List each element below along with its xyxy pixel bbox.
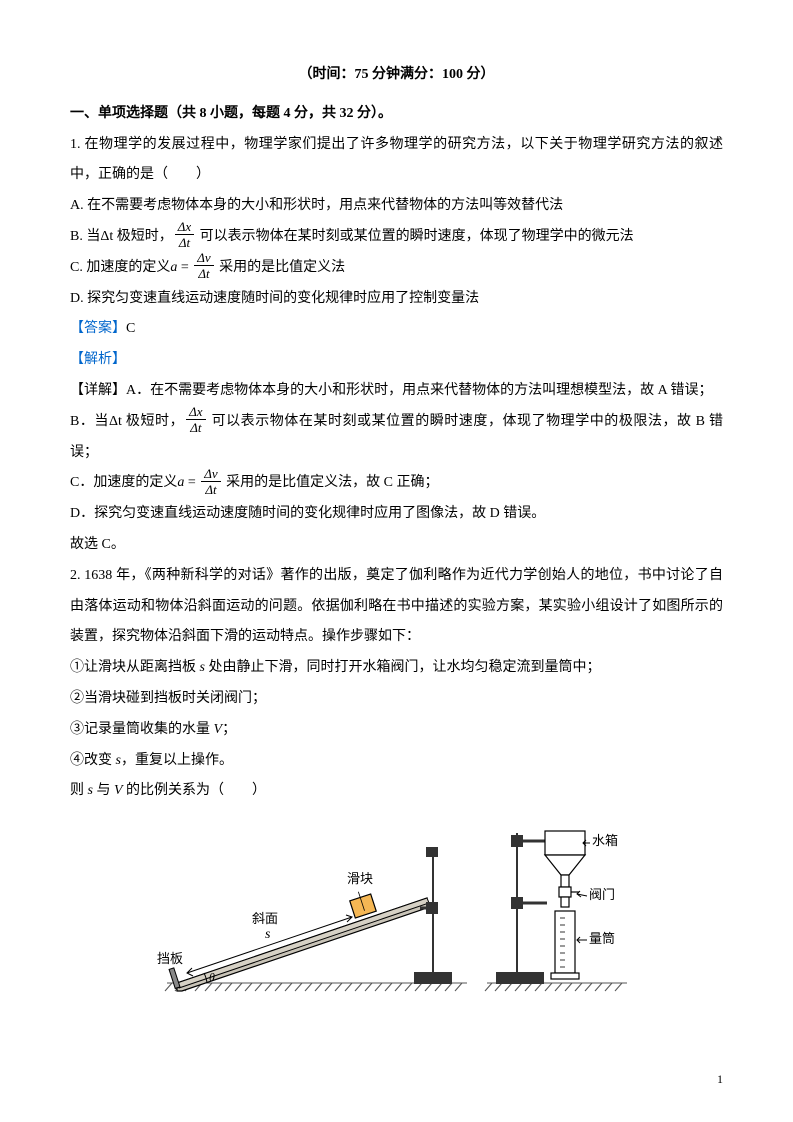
q1db-mid1: 极短时， (122, 414, 184, 429)
cylinder-label: 量筒 (589, 931, 615, 946)
q1dc-pre: C．加速度的定义 (70, 475, 177, 490)
q1-option-b: B. 当Δt 极短时，ΔxΔt 可以表示物体在某时刻或某位置的瞬时速度，体现了物… (70, 222, 723, 253)
left-stand (415, 848, 451, 983)
q1dc-frac: ΔvΔt (201, 467, 220, 496)
q1c-frac: ΔvΔt (194, 251, 213, 280)
q1c-num: Δv (194, 251, 213, 266)
q2-step1: ①让滑块从距离挡板 s 处由静止下滑，同时打开水箱阀门，让水均匀稳定流到量筒中； (70, 653, 723, 684)
q1dc-post: 采用的是比值定义法，故 C 正确； (223, 475, 439, 490)
valve (559, 887, 579, 907)
q1b-pre: B. 当 (70, 229, 100, 244)
q1b-den: Δt (175, 235, 194, 249)
q2-step2: ②当滑块碰到挡板时关闭阀门； (70, 684, 723, 715)
valve-label: 阀门 (589, 887, 615, 902)
q2s3-post: ； (222, 722, 236, 737)
measuring-cylinder (551, 911, 579, 979)
q1b-post: 可以表示物体在某时刻或某位置的瞬时速度，体现了物理学中的微元法 (196, 229, 634, 244)
q2s3-v: V (214, 722, 223, 737)
s-label: s (265, 927, 271, 942)
q1b-num: Δx (175, 220, 194, 235)
q2s4-pre: ④改变 (70, 753, 116, 768)
q2-stem: 2. 1638 年，《两种新科学的对话》著作的出版，奠定了伽利略作为近代力学创始… (70, 561, 723, 653)
ground-hatch-right (485, 983, 627, 991)
answer-value: C (126, 321, 135, 336)
q2s4-post: ，重复以上操作。 (121, 753, 233, 768)
q2s1-pre: ①让滑块从距离挡板 (70, 660, 200, 675)
q2-ask: 则 s 与 V 的比例关系为（ ） (70, 776, 723, 807)
q2s3-pre: ③记录量筒收集的水量 (70, 722, 214, 737)
q2a-mid: 与 (93, 783, 114, 798)
page-number: 1 (717, 1066, 723, 1092)
q2a-post: 的比例关系为（ ） (123, 783, 267, 798)
section-header: 一、单项选择题（共 8 小题，每题 4 分，共 32 分）。 (70, 99, 723, 130)
q2-step4: ④改变 s，重复以上操作。 (70, 746, 723, 777)
q1dc-eq: = (184, 475, 199, 490)
q1-detail-a: 【详解】A．在不需要考虑物体本身的大小和形状时，用点来代替物体的方法叫理想模型法… (70, 376, 723, 407)
answer-label: 【答案】 (70, 321, 126, 336)
q1-option-d: D. 探究匀变速直线运动速度随时间的变化规律时应用了控制变量法 (70, 284, 723, 315)
q1-detail-c: C．加速度的定义a = ΔvΔt 采用的是比值定义法，故 C 正确； (70, 468, 723, 499)
q1-explain-label: 【解析】 (70, 345, 723, 376)
q1-option-a: A. 在不需要考虑物体本身的大小和形状时，用点来代替物体的方法叫等效替代法 (70, 191, 723, 222)
incline-label: 斜面 (252, 911, 278, 926)
explain-label: 【解析】 (70, 352, 126, 367)
q1-option-c: C. 加速度的定义a = ΔvΔt 采用的是比值定义法 (70, 253, 723, 284)
q1-detail-d: D．探究匀变速直线运动速度随时间的变化规律时应用了图像法，故 D 错误。 (70, 499, 723, 530)
q1dc-num: Δv (201, 467, 220, 482)
right-stand (497, 833, 552, 983)
q1-conclude: 故选 C。 (70, 530, 723, 561)
ground-hatch-left (165, 983, 467, 991)
q1db-num: Δx (186, 405, 205, 420)
theta-label: θ (209, 970, 215, 984)
q1c-den: Δt (194, 266, 213, 280)
q2-step3: ③记录量筒收集的水量 V； (70, 715, 723, 746)
q1db-pre: B．当 (70, 414, 109, 429)
q1c-post: 采用的是比值定义法 (216, 260, 346, 275)
q2s1-post: 处由静止下滑，同时打开水箱阀门，让水均匀稳定流到量筒中； (205, 660, 601, 675)
q1c-pre: C. 加速度的定义 (70, 260, 170, 275)
q1b-mid1: 极短时， (113, 229, 173, 244)
q1-stem: 1. 在物理学的发展过程中，物理学家们提出了许多物理学的研究方法，以下关于物理学… (70, 130, 723, 192)
baffle (169, 968, 180, 989)
q1dc-den: Δt (201, 482, 220, 496)
q1db-den: Δt (186, 420, 205, 434)
slider-label: 滑块 (347, 871, 373, 886)
tank-label: 水箱 (592, 833, 618, 848)
water-tank (545, 831, 585, 887)
q1b-dt: Δt (100, 229, 113, 244)
q1db-dt: Δt (109, 414, 122, 429)
q1b-frac: ΔxΔt (175, 220, 194, 249)
q1c-eq: = (177, 260, 192, 275)
q1db-frac: ΔxΔt (186, 405, 205, 434)
q1-detail-b: B．当Δt 极短时，ΔxΔt 可以表示物体在某时刻或某位置的瞬时速度，体现了物理… (70, 407, 723, 469)
q2a-pre: 则 (70, 783, 88, 798)
baffle-label: 挡板 (157, 951, 183, 966)
exam-title: （时间：75 分钟满分：100 分） (70, 60, 723, 91)
q2a-v: V (114, 783, 123, 798)
experiment-figure: θ 挡板 s 斜面 滑块 水箱 (157, 813, 637, 1003)
q1-answer: 【答案】C (70, 314, 723, 345)
